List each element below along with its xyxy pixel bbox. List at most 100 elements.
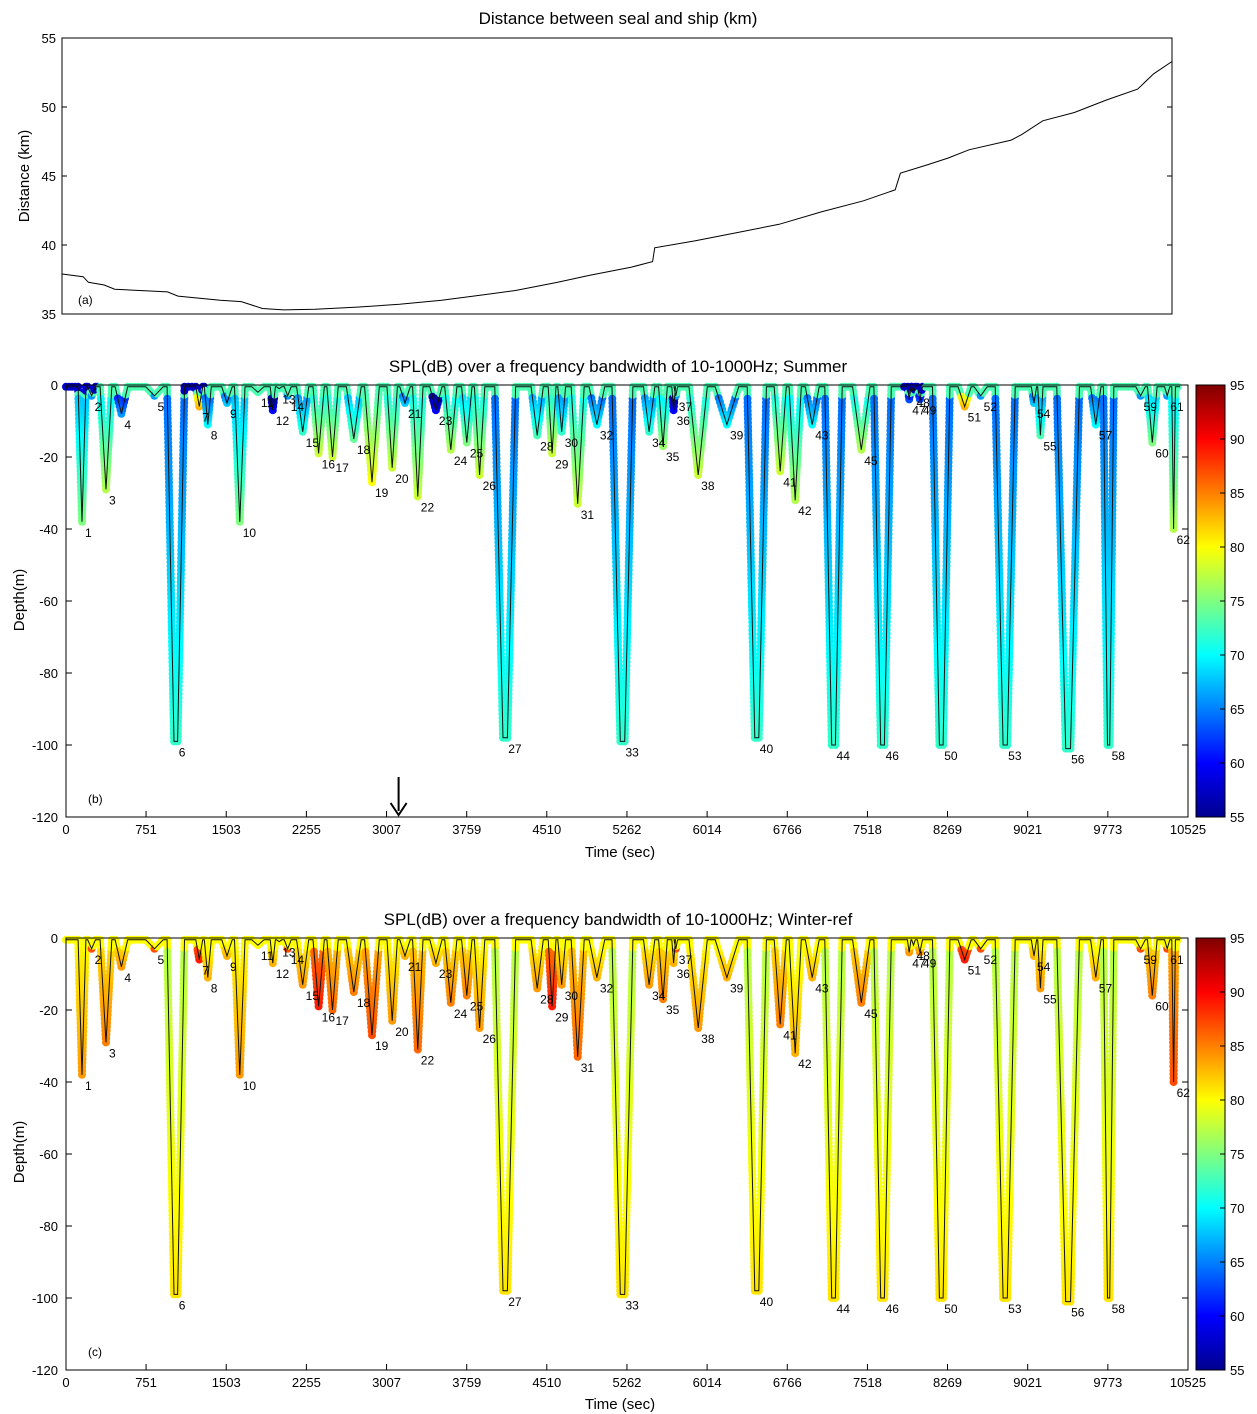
colorbar-tick-label: 55 <box>1230 810 1244 825</box>
panel-a-title: Distance between seal and ship (km) <box>479 9 758 28</box>
dive-number-label: 9 <box>230 407 237 421</box>
dive-number-label: 26 <box>483 479 497 493</box>
dive-number-label: 24 <box>454 454 468 468</box>
panel-c-ylabel: Depth(m) <box>11 1121 28 1184</box>
dive-number-label: 45 <box>864 454 878 468</box>
dive-number-label: 50 <box>944 749 958 763</box>
xtick-label: 0 <box>62 822 69 837</box>
dive-number-label: 10 <box>243 526 257 540</box>
dive-number-label: 60 <box>1155 447 1169 461</box>
xtick-label: 9773 <box>1093 822 1122 837</box>
dive-number-label: 7 <box>202 411 209 425</box>
dive-number-label: 34 <box>652 436 666 450</box>
dive-number-label: 28 <box>540 439 554 453</box>
dive-number-label: 22 <box>421 501 435 515</box>
dive-number-label: 41 <box>783 475 797 489</box>
panel-c-xlabel: Time (sec) <box>585 1396 655 1413</box>
dive-number-label: 56 <box>1071 753 1085 767</box>
dive-number-label: 58 <box>1112 749 1126 763</box>
colorbar-tick-label: 85 <box>1230 486 1244 501</box>
panel-c: SPL(dB) over a frequency bandwidth of 10… <box>11 910 1244 1413</box>
dive-number-label: 14 <box>291 400 305 414</box>
dive-number-label: 3 <box>109 493 116 507</box>
panel-b-title: SPL(dB) over a frequency bandwidth of 10… <box>389 357 848 376</box>
xtick-label: 6766 <box>773 822 802 837</box>
dive-number-label: 1 <box>85 526 92 540</box>
dive-number-label: 40 <box>760 742 774 756</box>
panel-a-ytick-label: 40 <box>42 238 56 253</box>
panel-a-ylabel: Distance (km) <box>16 130 33 223</box>
xtick-label: 751 <box>135 822 157 837</box>
panel-c-title: SPL(dB) over a frequency bandwidth of 10… <box>384 910 853 929</box>
panel-a: Distance between seal and ship (km) Dist… <box>16 9 1173 322</box>
dive-number-label: 27 <box>508 742 522 756</box>
dive-number-label: 54 <box>1037 407 1051 421</box>
dive-number-label: 20 <box>395 472 409 486</box>
colorbar-tick-label: 75 <box>1230 594 1244 609</box>
dive-number-label: 52 <box>984 400 998 414</box>
dive-number-label: 46 <box>886 749 900 763</box>
dive-number-label: 36 <box>677 414 691 428</box>
xtick-label: 2255 <box>292 822 321 837</box>
dive-number-label: 18 <box>357 443 371 457</box>
xtick-label: 5262 <box>612 822 641 837</box>
xtick-label: 1503 <box>212 822 241 837</box>
dive-number-label: 19 <box>375 486 389 500</box>
dive-number-label: 61 <box>1170 400 1184 414</box>
colorbar-tick-label: 90 <box>1230 432 1244 447</box>
dive-number-label: 59 <box>1144 400 1158 414</box>
xtick-label: 3007 <box>372 822 401 837</box>
panel-a-ytick-label: 55 <box>42 31 56 46</box>
exposure-time-arrow <box>389 777 408 817</box>
dive-number-label: 6 <box>179 745 186 759</box>
dive-number-label: 51 <box>968 411 982 425</box>
dive-number-label: 16 <box>322 457 336 471</box>
dive-number-label: 21 <box>408 407 422 421</box>
colorbar-tick-label: 65 <box>1230 702 1244 717</box>
dive-number-label: 11 <box>261 396 274 410</box>
ytick-label: -100 <box>32 738 58 753</box>
colorbar-tick-label: 60 <box>1230 756 1244 771</box>
panel-a-axes-frame <box>61 37 1173 315</box>
dive-number-label: 5 <box>157 400 164 414</box>
dive-number-label: 49 <box>923 403 937 417</box>
dive-number-label: 43 <box>815 429 829 443</box>
colorbar-tick-label: 95 <box>1230 378 1244 393</box>
dive-number-label: 62 <box>1177 533 1191 547</box>
dive-number-label: 32 <box>600 429 614 443</box>
xtick-label: 9021 <box>1013 822 1042 837</box>
panel-a-ytick-label: 50 <box>42 100 56 115</box>
xtick-label: 10525 <box>1170 822 1206 837</box>
panel-a-ytick-label: 35 <box>42 307 56 322</box>
dive-number-label: 15 <box>306 436 320 450</box>
dive-number-label: 12 <box>276 414 290 428</box>
dive-number-label: 57 <box>1099 429 1113 443</box>
ytick-label: -80 <box>39 666 58 681</box>
dive-number-label: 30 <box>565 436 579 450</box>
xtick-label: 8269 <box>933 822 962 837</box>
dive-number-label: 31 <box>581 508 595 522</box>
dive-number-label: 44 <box>837 749 851 763</box>
dive-number-label: 2 <box>95 400 102 414</box>
colorbar-tick-label: 70 <box>1230 648 1244 663</box>
xtick-label: 6014 <box>693 822 722 837</box>
dive-number-label: 38 <box>701 479 715 493</box>
dive-number-label: 39 <box>730 429 744 443</box>
dive-number-label: 23 <box>439 414 453 428</box>
xtick-label: 3759 <box>452 822 481 837</box>
dive-number-label: 33 <box>625 745 639 759</box>
dive-number-label: 25 <box>470 447 484 461</box>
panel-b-xticks: 0 751 1503 2255 3007 3759 4510 5262 6014 6766 7518… <box>62 811 1206 837</box>
dive-number-label: 53 <box>1008 749 1022 763</box>
dive-number-label: 29 <box>555 457 569 471</box>
panel-a-tag: (a) <box>78 293 93 307</box>
dive-number-label: 8 <box>211 429 218 443</box>
dive-number-label: 35 <box>666 450 680 464</box>
distance-series-line <box>61 61 1173 311</box>
dive-number-label: 42 <box>798 504 812 518</box>
panel-b: SPL(dB) over a frequency bandwidth of 10… <box>11 357 1244 861</box>
